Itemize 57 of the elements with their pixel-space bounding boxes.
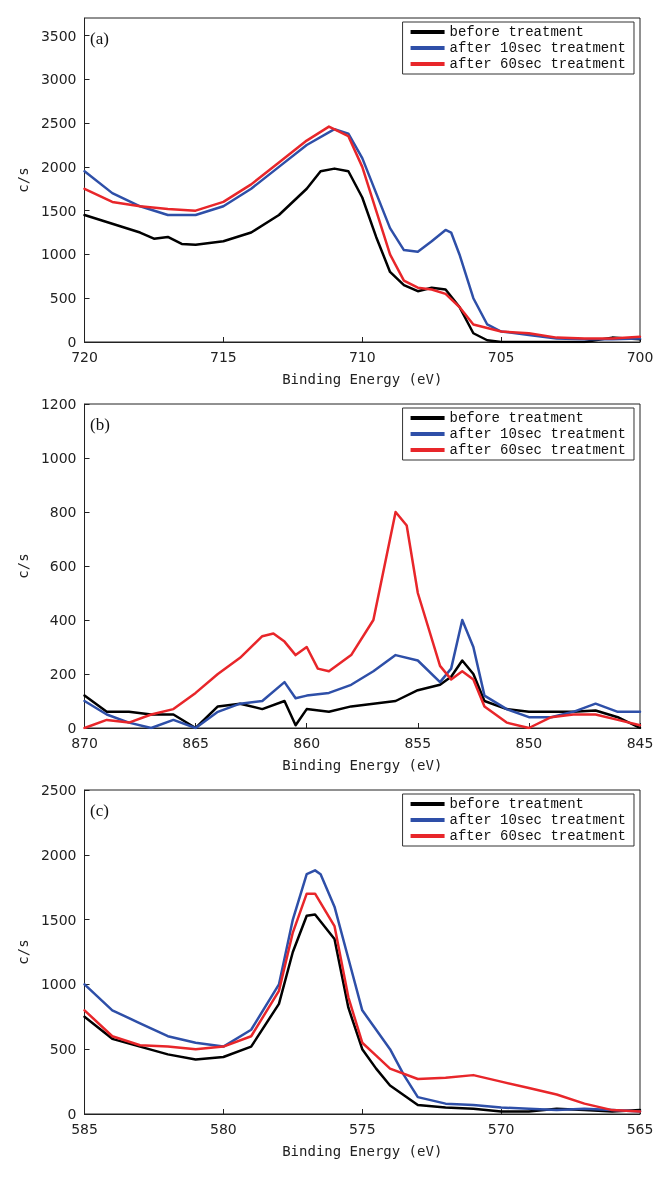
- legend-label: after 10sec treatment: [449, 40, 627, 56]
- y-axis-title: c/s: [15, 939, 31, 965]
- y-tick-label: 1200: [40, 396, 77, 412]
- annotation: (b): [90, 415, 110, 434]
- line-series: [83, 618, 642, 730]
- y-tick-label: 2000: [40, 846, 77, 863]
- x-tick-label: 715: [210, 349, 237, 365]
- y-axis-title: c/s: [15, 553, 31, 579]
- y-tick-label: 200: [49, 666, 77, 682]
- x-tick-label: 720: [71, 349, 98, 365]
- y-tick-label: 800: [49, 504, 77, 520]
- x-tick-label: 860: [293, 735, 321, 751]
- legend-label: after 60sec treatment: [449, 442, 627, 458]
- y-tick-label: 1500: [40, 911, 77, 928]
- y-tick-label: 500: [49, 1041, 77, 1058]
- x-tick-label: 865: [182, 735, 209, 751]
- y-tick-label: 0: [67, 720, 77, 736]
- y-tick-label: 1500: [40, 202, 77, 219]
- y-tick-label: 2500: [40, 782, 77, 798]
- line-series: [83, 510, 642, 730]
- y-axis-title: c/s: [15, 167, 31, 193]
- legend-label: after 10sec treatment: [449, 812, 627, 828]
- legend-label: after 60sec treatment: [449, 56, 627, 72]
- y-tick-label: 1000: [40, 246, 77, 263]
- x-axis-title: Binding Energy (eV): [282, 757, 443, 773]
- x-axis-title: Binding Energy (eV): [282, 371, 443, 387]
- y-tick-label: 3000: [40, 71, 77, 88]
- y-tick-label: 1000: [40, 450, 77, 466]
- x-tick-label: 700: [626, 349, 654, 365]
- annotation: (a): [90, 29, 109, 48]
- y-tick-label: 0: [67, 1106, 77, 1122]
- y-tick-label: 500: [49, 290, 77, 307]
- annotation: (c): [90, 801, 109, 820]
- y-tick-label: 2500: [40, 115, 77, 132]
- x-tick-label: 845: [626, 735, 654, 751]
- legend-label: before treatment: [449, 410, 584, 426]
- x-tick-label: 870: [71, 735, 98, 751]
- x-tick-label: 570: [487, 1121, 515, 1137]
- x-tick-label: 850: [515, 735, 543, 751]
- x-tick-label: 710: [348, 349, 376, 365]
- legend-label: after 10sec treatment: [449, 426, 627, 442]
- x-tick-label: 705: [487, 349, 515, 365]
- legend-label: before treatment: [449, 796, 584, 812]
- y-tick-label: 1000: [40, 976, 77, 993]
- x-tick-label: 580: [210, 1121, 237, 1137]
- x-tick-label: 855: [404, 735, 432, 751]
- y-tick-label: 600: [49, 558, 77, 574]
- x-tick-label: 585: [71, 1121, 98, 1137]
- y-tick-label: 0: [67, 334, 77, 350]
- x-tick-label: 575: [348, 1121, 376, 1137]
- x-axis-title: Binding Energy (eV): [282, 1143, 443, 1159]
- legend-label: before treatment: [449, 24, 584, 40]
- y-tick-label: 2000: [40, 158, 77, 175]
- legend-label: after 60sec treatment: [449, 828, 627, 844]
- x-tick-label: 565: [626, 1121, 654, 1137]
- y-tick-label: 3500: [40, 27, 77, 44]
- y-tick-label: 400: [49, 612, 77, 628]
